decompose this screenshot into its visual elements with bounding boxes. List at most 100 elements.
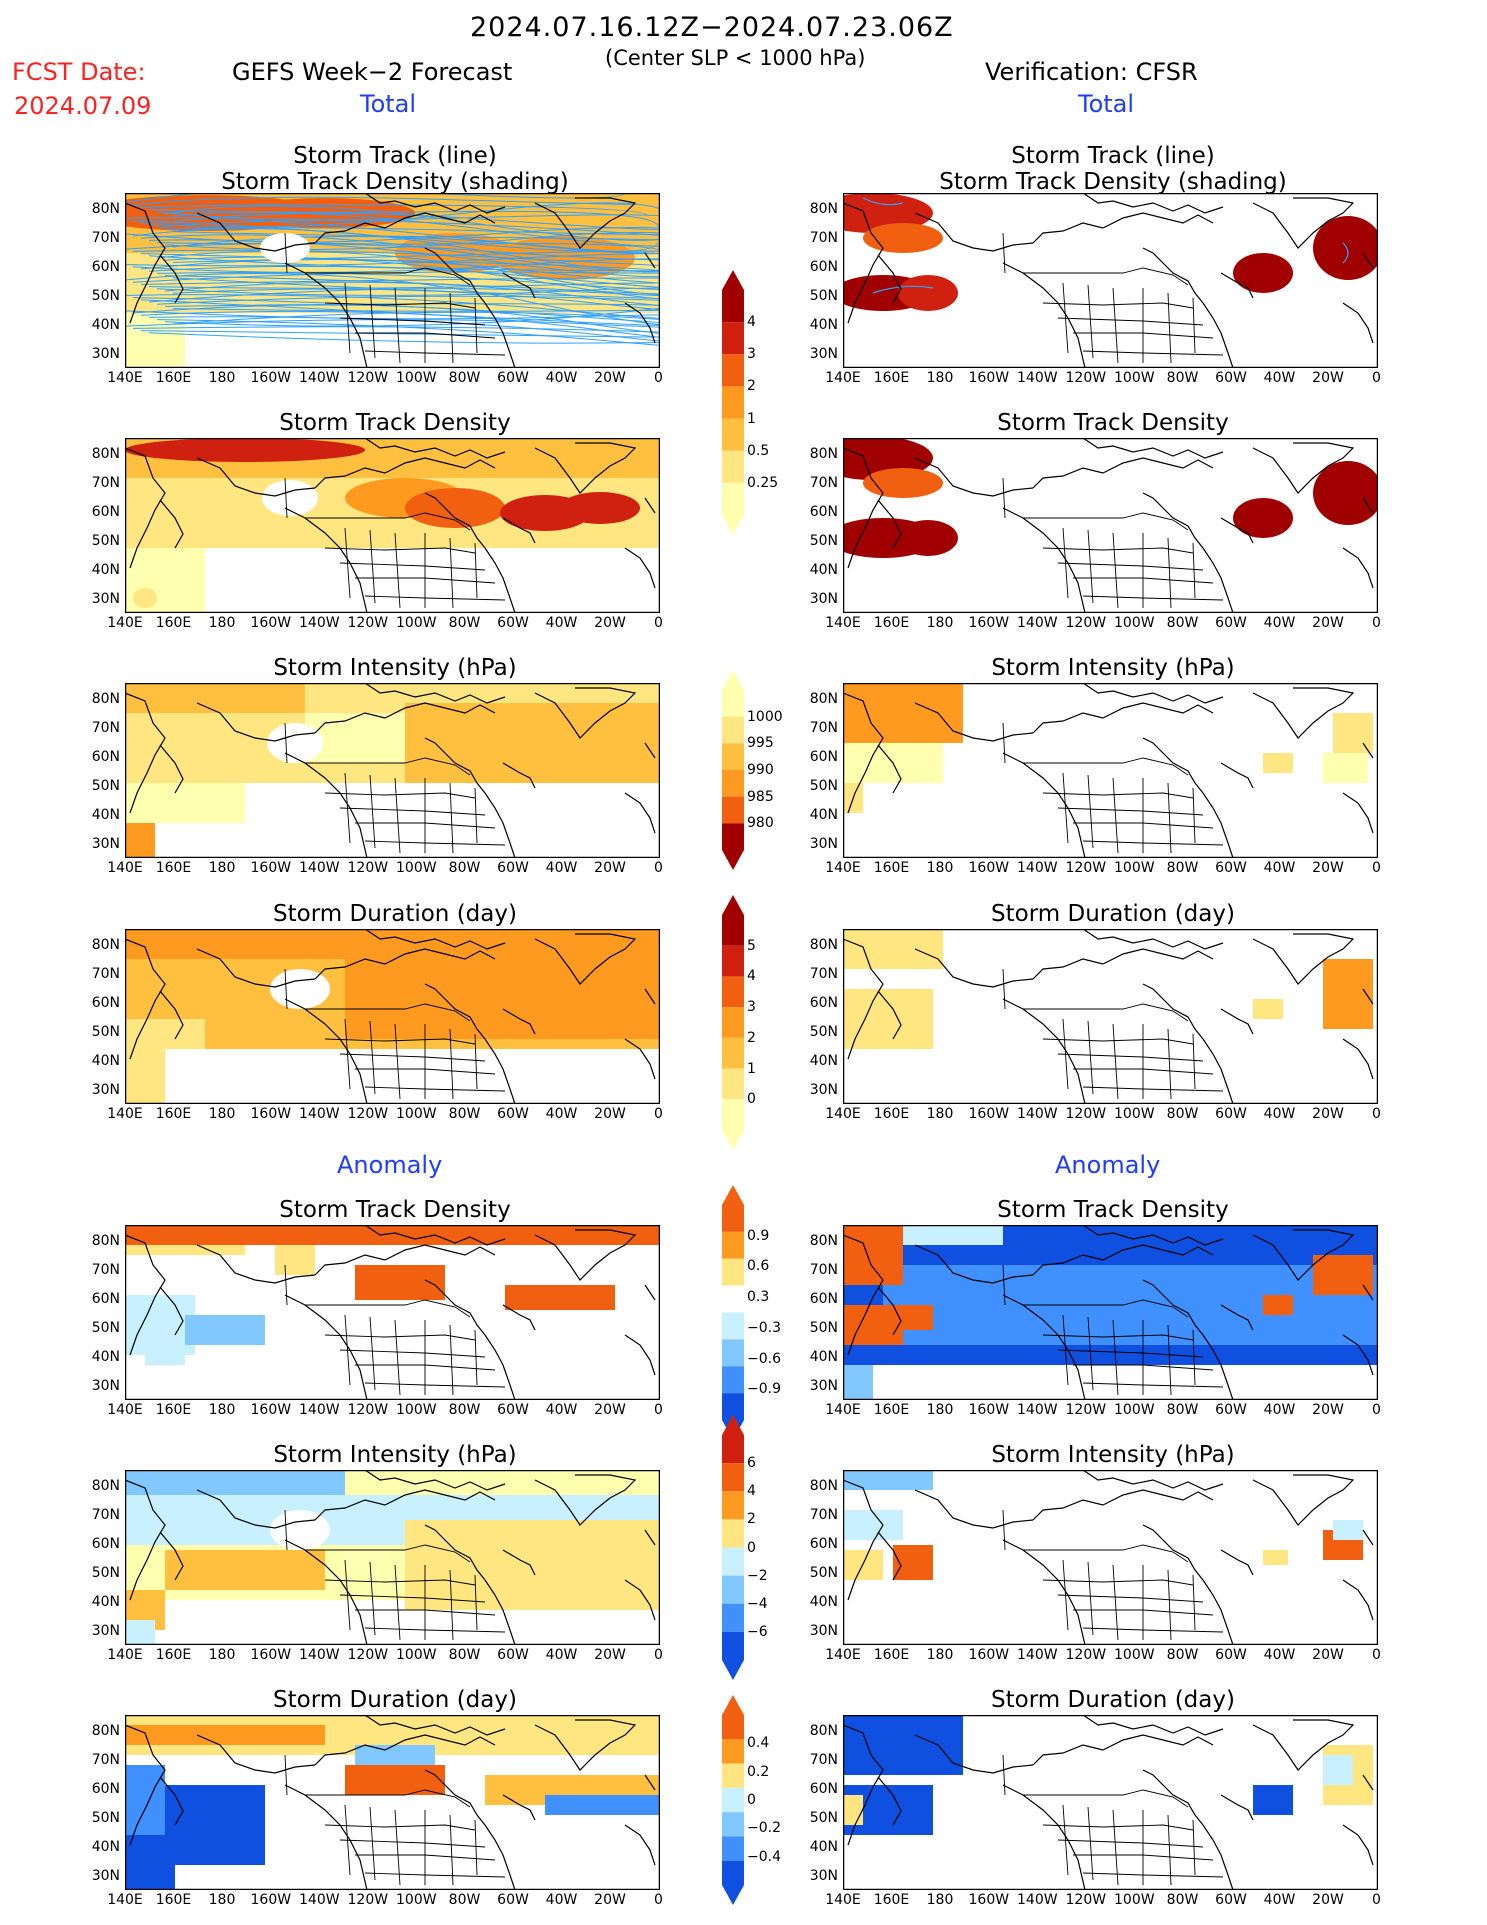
- lat-tick-label: 70N: [809, 966, 838, 982]
- lat-tick-label: 50N: [809, 1024, 838, 1040]
- lon-tick-label: 20W: [594, 615, 626, 631]
- lon-tick-label: 180: [926, 1402, 954, 1418]
- colorbar-tick-label: 2: [747, 1511, 756, 1528]
- lon-tick-label: 120W: [347, 370, 389, 386]
- lat-tick-label: 40N: [809, 1053, 838, 1069]
- lon-tick-label: 20W: [1312, 1647, 1344, 1663]
- map-panel-obs-intensity: [843, 683, 1378, 858]
- lat-tick-label: 30N: [91, 1868, 120, 1884]
- lon-tick-label: 160E: [873, 1892, 910, 1908]
- lon-tick-label: 0: [654, 615, 663, 631]
- lat-tick-label: 80N: [91, 691, 120, 707]
- lon-tick-label: 60W: [497, 615, 529, 631]
- lon-tick-label: 20W: [1312, 1402, 1344, 1418]
- lon-tick-label: 0: [654, 1892, 663, 1908]
- lat-tick-label: 60N: [91, 749, 120, 765]
- colorbar-intensity-anomaly: [722, 1415, 744, 1680]
- lon-tick-label: 160E: [873, 1106, 910, 1122]
- lon-tick-label: 180: [208, 1647, 236, 1663]
- lon-tick-label: 20W: [594, 370, 626, 386]
- lon-tick-label: 40W: [545, 1106, 578, 1122]
- lon-tick-label: 160W: [250, 1402, 292, 1418]
- lat-tick-label: 30N: [809, 1378, 838, 1394]
- lat-tick-label: 40N: [809, 1839, 838, 1855]
- lat-tick-label: 70N: [809, 1262, 838, 1278]
- colorbar-tick-label: 0.25: [747, 474, 779, 491]
- lon-tick-label: 160E: [873, 860, 910, 876]
- lon-tick-label: 60W: [1215, 1402, 1247, 1418]
- colorbar-tick-label: 3: [747, 999, 756, 1016]
- lon-tick-label: 0: [654, 860, 663, 876]
- lon-tick-label: 140E: [825, 860, 861, 876]
- lat-tick-label: 60N: [809, 749, 838, 765]
- lon-tick-label: 120W: [347, 1402, 389, 1418]
- lat-tick-label: 40N: [91, 1839, 120, 1855]
- map-panel-fcst-density: [125, 438, 660, 613]
- lon-tick-label: 100W: [1114, 1892, 1155, 1908]
- lon-tick-label: 140W: [1017, 860, 1058, 876]
- lon-tick-label: 20W: [594, 1402, 626, 1418]
- lon-tick-label: 40W: [1263, 1647, 1296, 1663]
- lat-tick-label: 40N: [809, 562, 838, 578]
- lat-tick-label: 70N: [809, 230, 838, 246]
- lat-tick-label: 40N: [809, 317, 838, 333]
- lon-tick-label: 180: [208, 1892, 236, 1908]
- lat-tick-label: 50N: [809, 1565, 838, 1581]
- lon-tick-label: 40W: [1263, 1106, 1296, 1122]
- lon-tick-label: 20W: [594, 1106, 626, 1122]
- lon-tick-label: 160W: [250, 370, 292, 386]
- lon-tick-label: 0: [1372, 615, 1381, 631]
- lat-tick-label: 80N: [91, 937, 120, 953]
- lon-tick-label: 160E: [155, 615, 192, 631]
- lat-tick-label: 30N: [809, 591, 838, 607]
- lon-tick-label: 160W: [250, 860, 292, 876]
- lat-tick-label: 50N: [809, 288, 838, 304]
- lon-tick-label: 160W: [968, 1892, 1010, 1908]
- left-anomaly-label: Anomaly: [337, 1151, 443, 1179]
- lon-tick-label: 40W: [545, 1892, 578, 1908]
- lon-tick-label: 40W: [1263, 860, 1296, 876]
- lon-tick-label: 100W: [1114, 1402, 1155, 1418]
- lon-tick-label: 120W: [347, 860, 389, 876]
- lon-tick-label: 100W: [396, 1892, 437, 1908]
- lon-tick-label: 80W: [1166, 1106, 1199, 1122]
- panel-title: Storm Track Density (shading): [939, 169, 1287, 195]
- lon-tick-label: 100W: [1114, 1106, 1155, 1122]
- lat-tick-label: 50N: [809, 1810, 838, 1826]
- lat-tick-label: 40N: [809, 807, 838, 823]
- lat-tick-label: 50N: [91, 1320, 120, 1336]
- lon-tick-label: 120W: [347, 615, 389, 631]
- lon-tick-label: 100W: [1114, 1647, 1155, 1663]
- lat-tick-label: 50N: [91, 1024, 120, 1040]
- lon-tick-label: 60W: [497, 370, 529, 386]
- colorbar-duration-total: [722, 895, 744, 1150]
- panel-title: Storm Intensity (hPa): [273, 1442, 517, 1468]
- lon-tick-label: 140W: [1017, 1892, 1058, 1908]
- panel-title: Storm Track Density (shading): [221, 169, 569, 195]
- lon-tick-label: 160E: [155, 370, 192, 386]
- colorbar-tick-label: −0.6: [747, 1350, 781, 1367]
- lon-tick-label: 60W: [1215, 615, 1247, 631]
- panel-title: Storm Duration (day): [991, 901, 1235, 927]
- lat-tick-label: 70N: [91, 1507, 120, 1523]
- map-panel-obs-density: [843, 438, 1378, 613]
- lon-tick-label: 160W: [250, 615, 292, 631]
- lat-tick-label: 70N: [91, 720, 120, 736]
- colorbar-tick-label: 1: [747, 1060, 756, 1077]
- lat-tick-label: 60N: [809, 259, 838, 275]
- lat-tick-label: 60N: [809, 1291, 838, 1307]
- colorbar-tick-label: 0: [747, 1539, 756, 1556]
- lon-tick-label: 60W: [497, 860, 529, 876]
- colorbar-tick-label: 2: [747, 378, 756, 395]
- lon-tick-label: 40W: [1263, 615, 1296, 631]
- lon-tick-label: 100W: [1114, 370, 1155, 386]
- lon-tick-label: 80W: [1166, 370, 1199, 386]
- colorbar-tick-label: 1: [747, 410, 756, 427]
- fcst-date-label: FCST Date:: [12, 58, 146, 86]
- panel-title: Storm Track (line): [1011, 143, 1215, 169]
- lat-tick-label: 30N: [91, 346, 120, 362]
- lon-tick-label: 140E: [107, 1106, 143, 1122]
- lon-tick-label: 140E: [825, 1106, 861, 1122]
- lat-tick-label: 70N: [809, 720, 838, 736]
- lon-tick-label: 20W: [594, 860, 626, 876]
